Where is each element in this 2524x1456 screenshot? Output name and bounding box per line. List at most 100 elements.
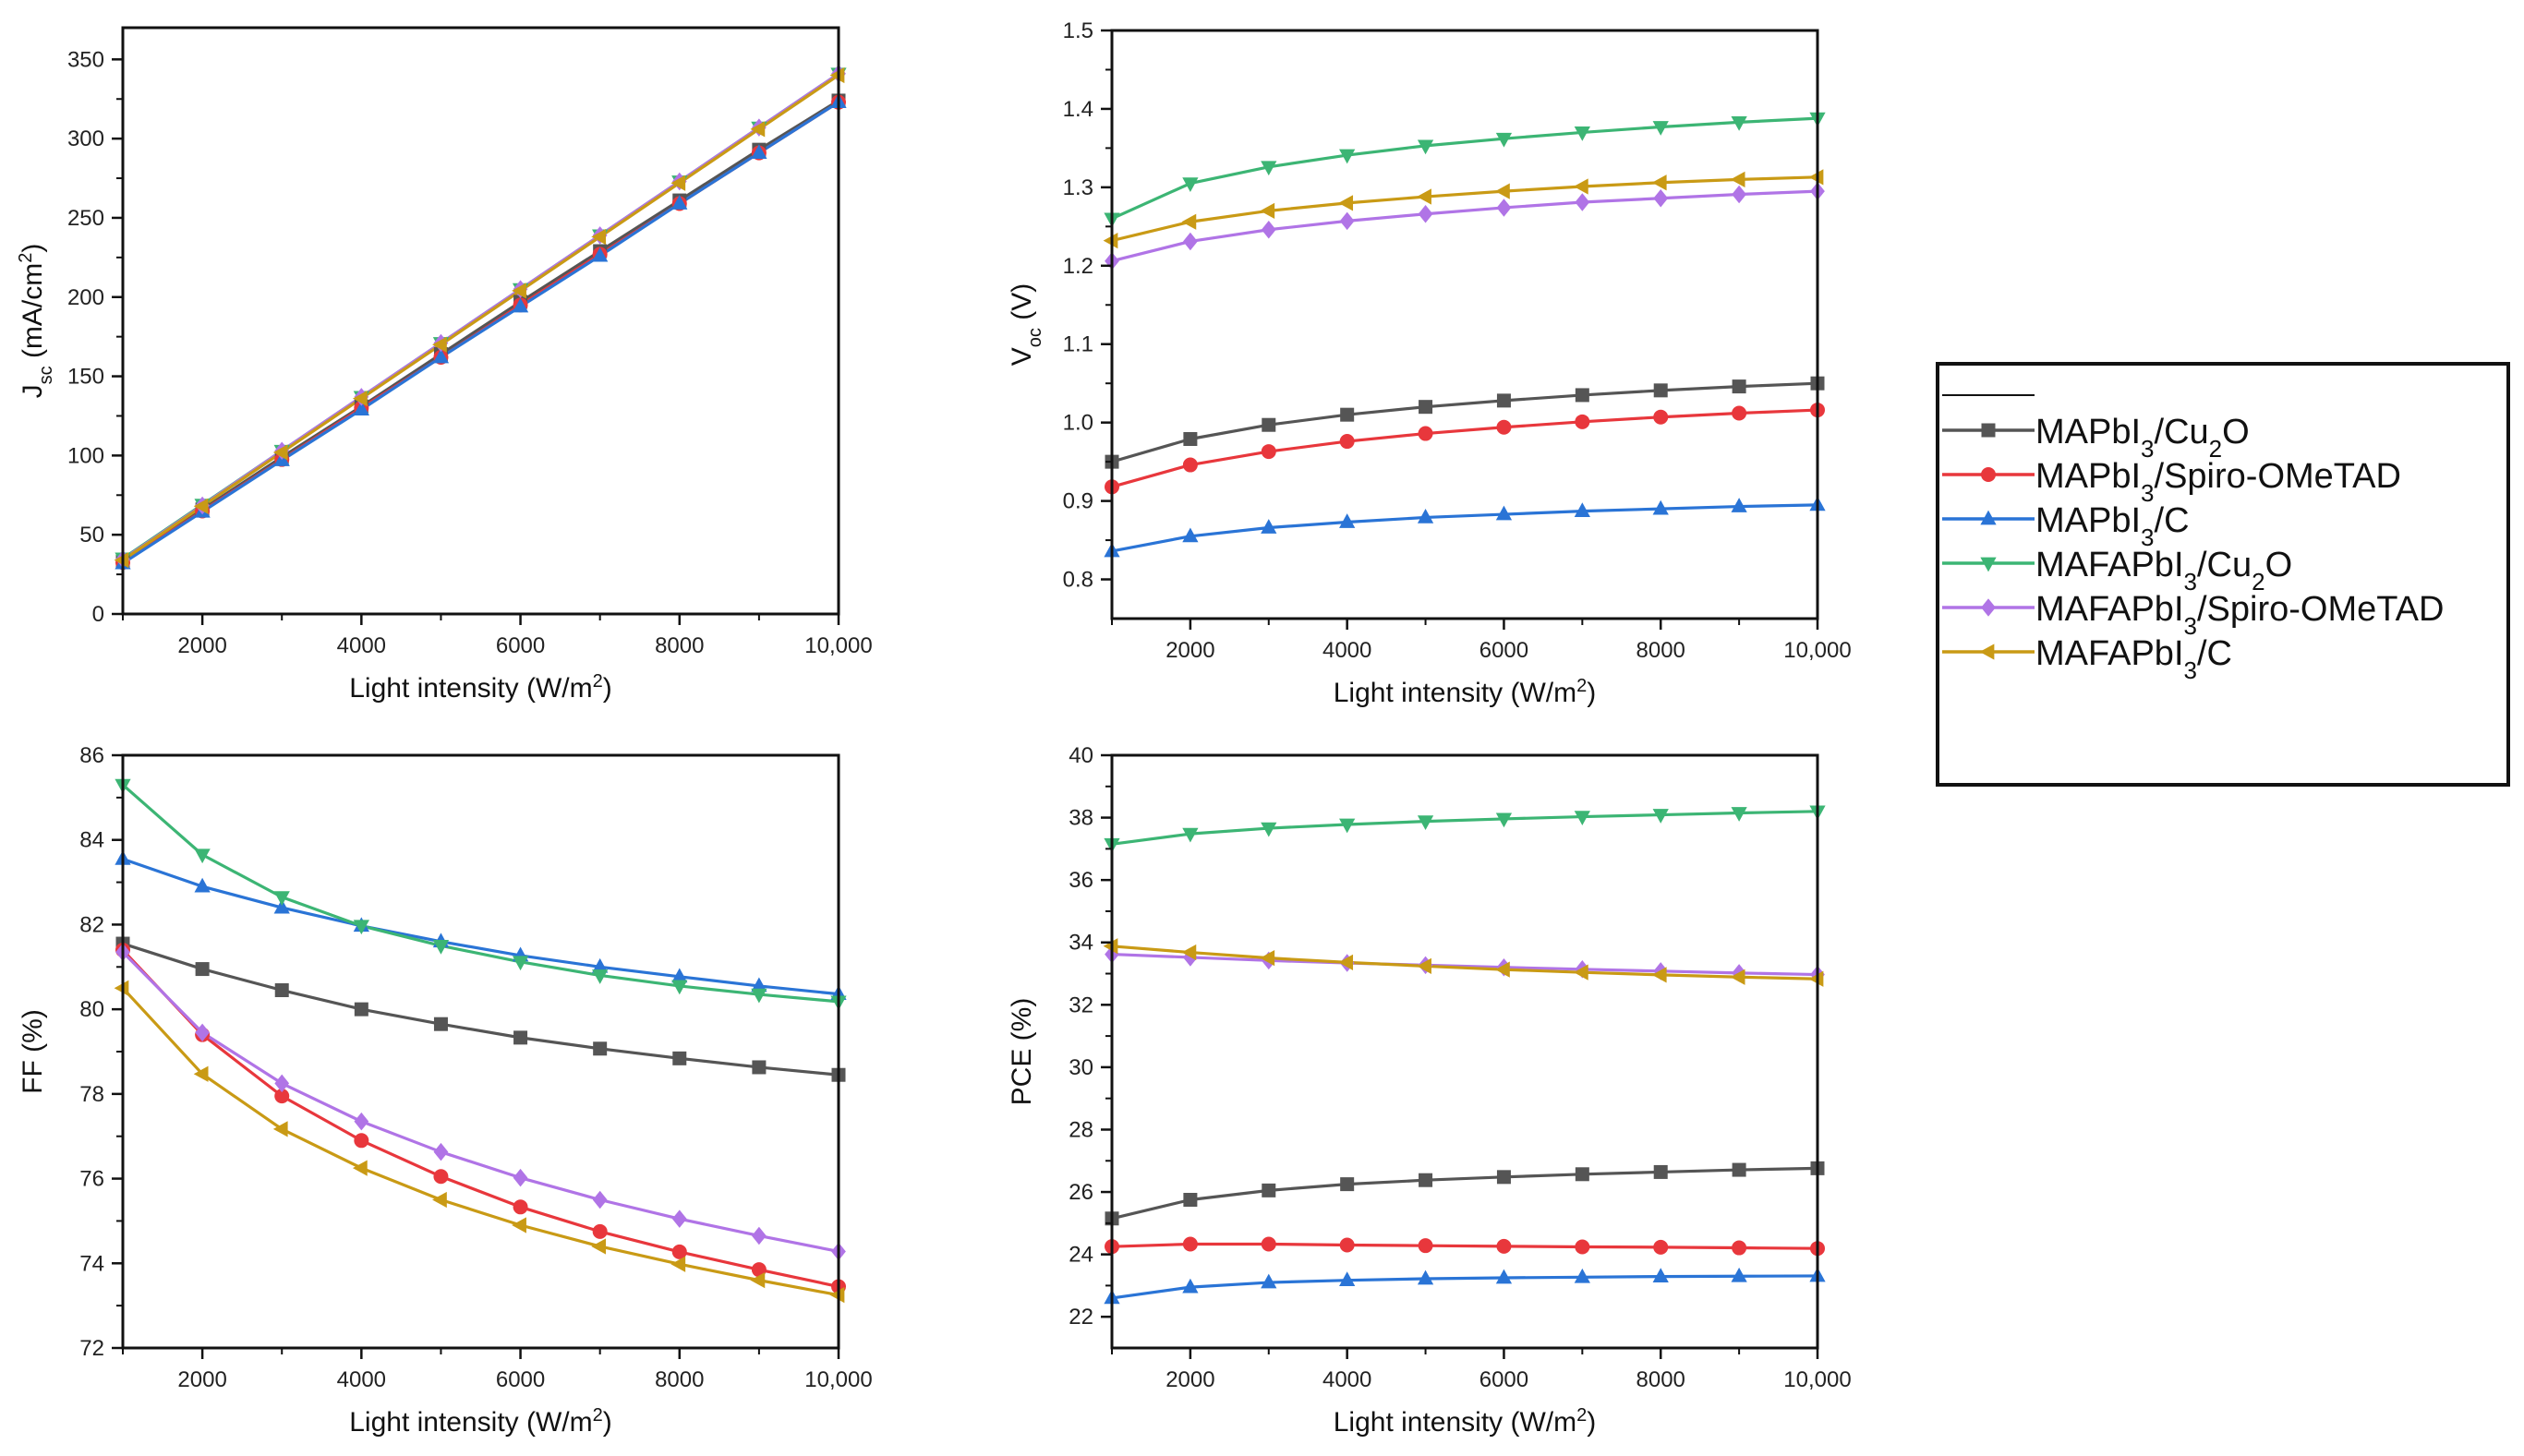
data-point (1262, 1183, 1276, 1197)
data-point (593, 1041, 608, 1056)
data-point (1653, 409, 1669, 425)
series-line-MAPbI3/Cu2O (122, 942, 839, 1077)
data-point (1574, 1268, 1590, 1283)
data-point (1417, 509, 1434, 523)
legend-label-mid: /Cu (2197, 546, 2252, 584)
y-tick-label: 22 (1069, 1305, 1093, 1330)
data-point (433, 1142, 449, 1161)
series-line-MAPbI3/Cu2O (1111, 1166, 1818, 1221)
x-tick-label: 10,000 (1783, 638, 1851, 663)
data-point (353, 920, 369, 935)
data-point (1731, 1267, 1747, 1282)
data-point (1732, 405, 1747, 421)
data-point (1181, 944, 1197, 961)
legend-entry: MAFAPbI3/Cu2O (1942, 546, 2292, 596)
data-point (1339, 1237, 1355, 1253)
data-point (354, 1133, 369, 1149)
chart-jsc: 2000 4000 6000 8000 10,000 0 50 100 150 200 250 300… (16, 26, 873, 704)
legend-label-base: MAFAPbI (2035, 590, 2184, 629)
y-tick-label: 34 (1069, 931, 1093, 956)
data-point (1574, 502, 1590, 518)
data-point (273, 891, 290, 906)
x-tick-label: 10,000 (1783, 1367, 1851, 1392)
data-point (432, 336, 447, 353)
x-axis-label: Light intensity (W/m2) (1334, 676, 1597, 708)
data-point (1732, 379, 1746, 394)
data-point (272, 444, 288, 461)
y-tick-label: 250 (67, 206, 104, 231)
data-point (1261, 444, 1276, 460)
y-tick-label: 84 (79, 828, 104, 853)
data-point (274, 1074, 290, 1093)
data-point (752, 1060, 767, 1075)
y-tick-label: 350 (67, 47, 104, 72)
data-point (672, 1051, 687, 1065)
legend-label-mid: /Spiro-OMeTAD (2155, 457, 2401, 496)
data-point (193, 498, 209, 514)
data-point (1339, 211, 1355, 231)
data-point (1261, 519, 1277, 534)
data-point (751, 977, 767, 993)
legend-label-tail: O (2265, 546, 2293, 584)
data-point (1653, 1164, 1668, 1179)
series-line-MAFAPbI3/Cu2O (121, 783, 839, 1004)
legend-marker (1981, 598, 1996, 617)
x-axis-label-main: Light intensity (W/m (349, 673, 592, 704)
series-line-MAPbI3/Cu2O (1111, 381, 1818, 463)
data-point (1731, 115, 1747, 131)
chart-voc: 2000 4000 6000 8000 10,000 0.8 0.9 1.0 1.1 1.2 1.3… (1007, 18, 1852, 708)
data-point (1496, 1170, 1511, 1185)
data-point (1417, 1269, 1434, 1285)
y-axis-label: Jsc (mA/cm2) (16, 244, 56, 399)
series-line-MAFAPbI3/C (1111, 175, 1818, 243)
legend-marker (1981, 423, 1996, 438)
y-tick-label: 86 (79, 743, 104, 768)
data-point (1418, 1238, 1433, 1254)
legend-label-sub: 3 (2184, 656, 2197, 684)
y-tick-label: 40 (1069, 743, 1093, 768)
legend-label-sub: 3 (2184, 568, 2197, 596)
data-point (670, 174, 686, 191)
x-tick-label: 2000 (1165, 638, 1214, 663)
data-point (1183, 432, 1198, 447)
y-tick-label: 82 (79, 912, 104, 937)
data-point (671, 195, 688, 210)
data-point (592, 247, 609, 262)
data-point (1652, 121, 1669, 136)
data-point (750, 121, 766, 138)
data-point (1418, 204, 1433, 223)
legend-label: MAPbI3/C (2035, 501, 2190, 551)
y-tick-label: 74 (79, 1251, 104, 1276)
data-point (1417, 188, 1431, 205)
x-axis-label-sup: 2 (593, 1405, 603, 1426)
data-point (1183, 1193, 1198, 1207)
plot-frame (1110, 753, 1819, 1350)
legend-label: MAPbI3/Spiro-OMeTAD (2035, 457, 2401, 507)
legend-label-sub: 3 (2184, 612, 2197, 640)
data-point (1340, 1177, 1355, 1192)
x-axis-label-end: ) (1587, 678, 1596, 708)
series-line-MAPbI3/Spiro-OMeTAD (121, 948, 839, 1289)
legend-label-sub2: 2 (2252, 568, 2264, 596)
data-point (1417, 815, 1434, 831)
series-line-MAFAPbI3/Cu2O (1111, 116, 1818, 221)
data-point (1339, 818, 1356, 834)
y-axis-label-main: FF (%) (18, 1009, 48, 1094)
data-point (1495, 132, 1513, 148)
series-line-MAPbI3/C (122, 101, 839, 565)
legend-label-base: MAPbI (2035, 457, 2141, 496)
data-point (1261, 822, 1277, 837)
data-point (1182, 1236, 1198, 1252)
y-tick-label: 1.1 (1063, 332, 1093, 357)
data-point (1181, 213, 1197, 230)
y-tick-label: 100 (67, 443, 104, 468)
x-axis-label-end: ) (603, 673, 612, 704)
data-point (1495, 961, 1510, 978)
data-point (1338, 195, 1354, 211)
y-axis-label: FF (%) (18, 1009, 48, 1094)
legend-label-sub: 3 (2141, 479, 2154, 507)
data-point (1261, 220, 1276, 239)
series-line-MAFAPbI3/Spiro-OMeTAD (121, 951, 839, 1254)
series-line-MAPbI3/Cu2O (122, 99, 839, 563)
data-point (1495, 1269, 1513, 1284)
